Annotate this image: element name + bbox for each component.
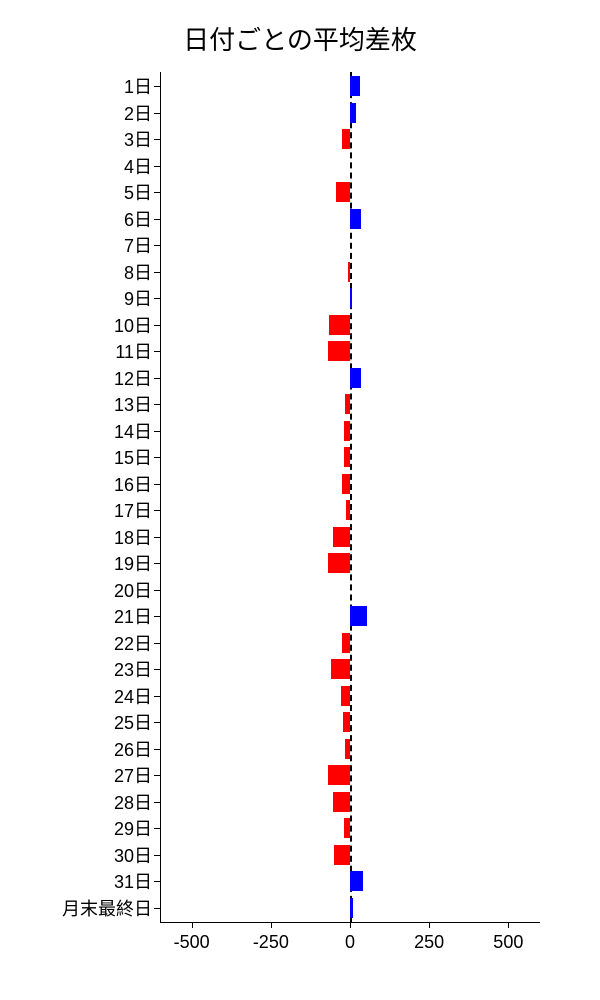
bar — [343, 712, 350, 732]
y-tick-label: 4日 — [124, 153, 160, 179]
y-tick-label: 31日 — [114, 868, 160, 894]
bar — [350, 606, 367, 626]
bar — [344, 447, 350, 467]
bar — [331, 659, 350, 679]
y-tick-label: 12日 — [114, 365, 160, 391]
bar — [336, 182, 350, 202]
y-tick-label: 8日 — [124, 259, 160, 285]
x-tick-label: 250 — [414, 922, 444, 953]
x-tick-label: 500 — [493, 922, 523, 953]
y-tick-label: 11日 — [115, 338, 160, 364]
y-tick-label: 23日 — [114, 656, 160, 682]
y-tick-label: 25日 — [114, 709, 160, 735]
y-tick-label: 5日 — [124, 179, 160, 205]
y-tick-label: 7日 — [124, 232, 160, 258]
y-tick-label: 17日 — [114, 497, 160, 523]
bar — [345, 739, 350, 759]
bar — [350, 288, 352, 308]
y-tick-label: 9日 — [124, 285, 160, 311]
bar — [342, 633, 350, 653]
y-tick-label: 16日 — [114, 471, 160, 497]
y-tick-label: 28日 — [114, 789, 160, 815]
y-tick-label: 10日 — [114, 312, 160, 338]
bar — [350, 871, 363, 891]
chart-container: 日付ごとの平均差枚 -500-25002505001日2日3日4日5日6日7日8… — [0, 0, 600, 1000]
y-tick-label: 2日 — [124, 100, 160, 126]
x-tick-label: 0 — [345, 922, 355, 953]
bar — [348, 262, 350, 282]
y-tick-label: 29日 — [114, 815, 160, 841]
y-tick-label: 1日 — [124, 73, 160, 99]
y-tick-label: 26日 — [114, 736, 160, 762]
bar — [350, 368, 361, 388]
bar — [328, 553, 350, 573]
bar — [342, 129, 350, 149]
y-tick-label: 18日 — [114, 524, 160, 550]
bar — [333, 792, 350, 812]
y-tick-label: 21日 — [114, 603, 160, 629]
x-tick-label: -500 — [174, 922, 210, 953]
y-tick-label: 6日 — [124, 206, 160, 232]
bar — [345, 394, 350, 414]
y-tick-label: 15日 — [114, 444, 160, 470]
y-tick-label: 20日 — [114, 577, 160, 603]
bar — [350, 103, 356, 123]
y-tick-label: 14日 — [114, 418, 160, 444]
bar — [341, 686, 351, 706]
y-tick-label: 22日 — [114, 630, 160, 656]
bar — [350, 898, 353, 918]
y-tick-label: 24日 — [114, 683, 160, 709]
y-tick-label: 3日 — [124, 126, 160, 152]
bar — [333, 527, 350, 547]
bar — [328, 341, 350, 361]
bar — [334, 845, 350, 865]
y-tick-label: 27日 — [114, 762, 160, 788]
y-tick-label: 30日 — [114, 842, 160, 868]
bar — [344, 818, 350, 838]
y-axis-line — [160, 72, 161, 922]
zero-line — [350, 72, 352, 922]
y-tick-label: 月末最終日 — [62, 895, 160, 921]
bar — [350, 76, 360, 96]
y-tick-label: 13日 — [114, 391, 160, 417]
chart-title: 日付ごとの平均差枚 — [0, 20, 600, 57]
y-tick-label: 19日 — [114, 550, 160, 576]
bar — [342, 474, 350, 494]
bar — [350, 209, 361, 229]
bar — [329, 315, 350, 335]
bar — [328, 765, 350, 785]
plot-area: -500-25002505001日2日3日4日5日6日7日8日9日10日11日1… — [160, 72, 540, 922]
bar — [344, 421, 350, 441]
bar — [346, 500, 350, 520]
x-tick-label: -250 — [253, 922, 289, 953]
